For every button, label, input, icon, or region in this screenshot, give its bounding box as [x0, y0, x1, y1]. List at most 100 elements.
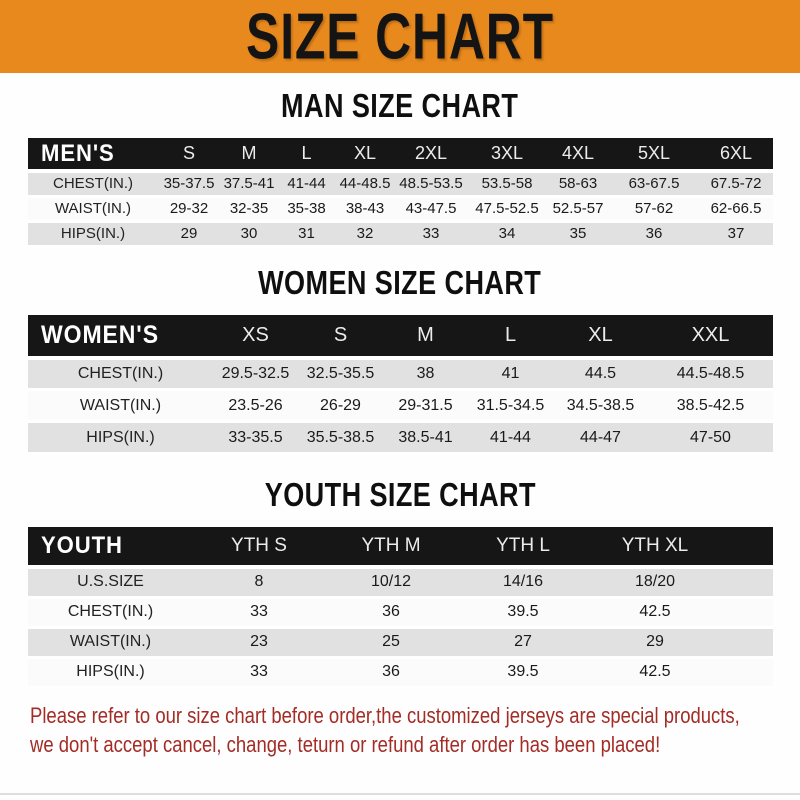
size-cell: 36	[325, 657, 457, 689]
size-cell: 42.5	[589, 657, 721, 689]
size-column-header: 6XL	[699, 138, 773, 173]
row-label: HIPS(IN.)	[28, 221, 158, 248]
size-cell: 44.5	[553, 357, 648, 391]
size-chart-banner: SIZE CHART	[0, 0, 800, 73]
size-cell: 34.5-38.5	[553, 389, 648, 423]
spacer-cell	[721, 527, 773, 569]
size-column-header: 2XL	[395, 138, 467, 173]
youth-corner-label: YOUTH	[28, 527, 193, 569]
men-hips-row: HIPS(IN.) 29 30 31 32 33 34 35 36 37	[28, 221, 773, 248]
size-column-header: YTH XL	[589, 527, 721, 569]
size-cell: 35-37.5	[158, 171, 220, 198]
footer-note: Please refer to our size chart before or…	[30, 701, 800, 759]
size-cell: 31.5-34.5	[468, 389, 553, 423]
size-cell: 44.5-48.5	[648, 357, 773, 391]
row-label: U.S.SIZE	[28, 567, 193, 599]
youth-size-table: YOUTH YTH S YTH M YTH L YTH XL U.S.SIZE …	[28, 527, 773, 689]
row-label: WAIST(IN.)	[28, 627, 193, 659]
size-cell: 26-29	[298, 389, 383, 423]
men-chest-row: CHEST(IN.) 35-37.5 37.5-41 41-44 44-48.5…	[28, 171, 773, 198]
footer-line-1-text: Please refer to our size chart before or…	[30, 702, 740, 728]
men-size-table: MEN'S S M L XL 2XL 3XL 4XL 5XL 6XL CHEST…	[28, 138, 773, 248]
size-cell: 32-35	[220, 196, 278, 223]
men-section-heading: MAN SIZE CHART	[0, 88, 800, 124]
size-cell: 38	[383, 357, 468, 391]
size-column-header: S	[158, 138, 220, 173]
size-cell: 32	[335, 221, 395, 248]
size-column-header: XS	[213, 314, 298, 360]
size-cell: 48.5-53.5	[395, 171, 467, 198]
size-cell: 44-48.5	[335, 171, 395, 198]
size-column-header: XXL	[648, 314, 773, 360]
size-cell: 41-44	[468, 421, 553, 455]
men-section-heading-text: MAN SIZE CHART	[281, 87, 519, 124]
size-cell: 27	[457, 627, 589, 659]
size-cell: 23.5-26	[213, 389, 298, 423]
size-column-header: M	[220, 138, 278, 173]
size-cell: 33	[193, 657, 325, 689]
size-cell: 29	[158, 221, 220, 248]
size-cell: 31	[278, 221, 335, 248]
size-column-header: 5XL	[609, 138, 699, 173]
size-cell: 47-50	[648, 421, 773, 455]
size-column-header: YTH L	[457, 527, 589, 569]
men-header-row: MEN'S S M L XL 2XL 3XL 4XL 5XL 6XL	[28, 138, 773, 173]
size-cell: 29-31.5	[383, 389, 468, 423]
row-label: CHEST(IN.)	[28, 171, 158, 198]
size-cell: 14/16	[457, 567, 589, 599]
size-cell: 39.5	[457, 657, 589, 689]
size-cell: 29.5-32.5	[213, 357, 298, 391]
youth-waist-row: WAIST(IN.) 23 25 27 29	[28, 627, 773, 659]
size-column-header: M	[383, 314, 468, 360]
size-cell: 35.5-38.5	[298, 421, 383, 455]
youth-chest-row: CHEST(IN.) 33 36 39.5 42.5	[28, 597, 773, 629]
footer-line-2: we don't accept cancel, change, teturn o…	[30, 730, 800, 759]
size-cell: 23	[193, 627, 325, 659]
size-cell: 33	[193, 597, 325, 629]
size-cell: 29-32	[158, 196, 220, 223]
spacer-cell	[721, 597, 773, 629]
women-corner-text: WOMEN'S	[41, 320, 159, 349]
size-cell: 39.5	[457, 597, 589, 629]
size-cell: 37.5-41	[220, 171, 278, 198]
size-cell: 47.5-52.5	[467, 196, 547, 223]
size-cell: 67.5-72	[699, 171, 773, 198]
youth-hips-row: HIPS(IN.) 33 36 39.5 42.5	[28, 657, 773, 689]
size-cell: 58-63	[547, 171, 609, 198]
size-cell: 36	[325, 597, 457, 629]
size-cell: 30	[220, 221, 278, 248]
size-cell: 42.5	[589, 597, 721, 629]
spacer-cell	[721, 627, 773, 659]
youth-corner-text: YOUTH	[41, 532, 123, 559]
youth-section-heading-text: YOUTH SIZE CHART	[264, 476, 536, 513]
men-waist-row: WAIST(IN.) 29-32 32-35 35-38 38-43 43-47…	[28, 196, 773, 223]
row-label: WAIST(IN.)	[28, 389, 213, 423]
women-section-heading: WOMEN SIZE CHART	[0, 263, 800, 301]
women-hips-row: HIPS(IN.) 33-35.5 35.5-38.5 38.5-41 41-4…	[28, 421, 773, 455]
size-cell: 44-47	[553, 421, 648, 455]
size-cell: 18/20	[589, 567, 721, 599]
women-waist-row: WAIST(IN.) 23.5-26 26-29 29-31.5 31.5-34…	[28, 389, 773, 423]
footer-line-1: Please refer to our size chart before or…	[30, 701, 800, 730]
size-column-header: YTH S	[193, 527, 325, 569]
footer-line-2-text: we don't accept cancel, change, teturn o…	[30, 731, 661, 757]
size-cell: 8	[193, 567, 325, 599]
men-corner-label: MEN'S	[28, 138, 158, 173]
size-cell: 35	[547, 221, 609, 248]
size-cell: 35-38	[278, 196, 335, 223]
size-cell: 62-66.5	[699, 196, 773, 223]
size-cell: 36	[609, 221, 699, 248]
size-column-header: L	[278, 138, 335, 173]
women-corner-label: WOMEN'S	[28, 314, 213, 360]
size-cell: 29	[589, 627, 721, 659]
size-cell: 63-67.5	[609, 171, 699, 198]
size-cell: 10/12	[325, 567, 457, 599]
size-cell: 57-62	[609, 196, 699, 223]
women-section-heading-text: WOMEN SIZE CHART	[258, 263, 542, 301]
row-label: HIPS(IN.)	[28, 657, 193, 689]
size-cell: 52.5-57	[547, 196, 609, 223]
size-cell: 37	[699, 221, 773, 248]
size-column-header: 4XL	[547, 138, 609, 173]
size-cell: 33	[395, 221, 467, 248]
women-chest-row: CHEST(IN.) 29.5-32.5 32.5-35.5 38 41 44.…	[28, 357, 773, 391]
